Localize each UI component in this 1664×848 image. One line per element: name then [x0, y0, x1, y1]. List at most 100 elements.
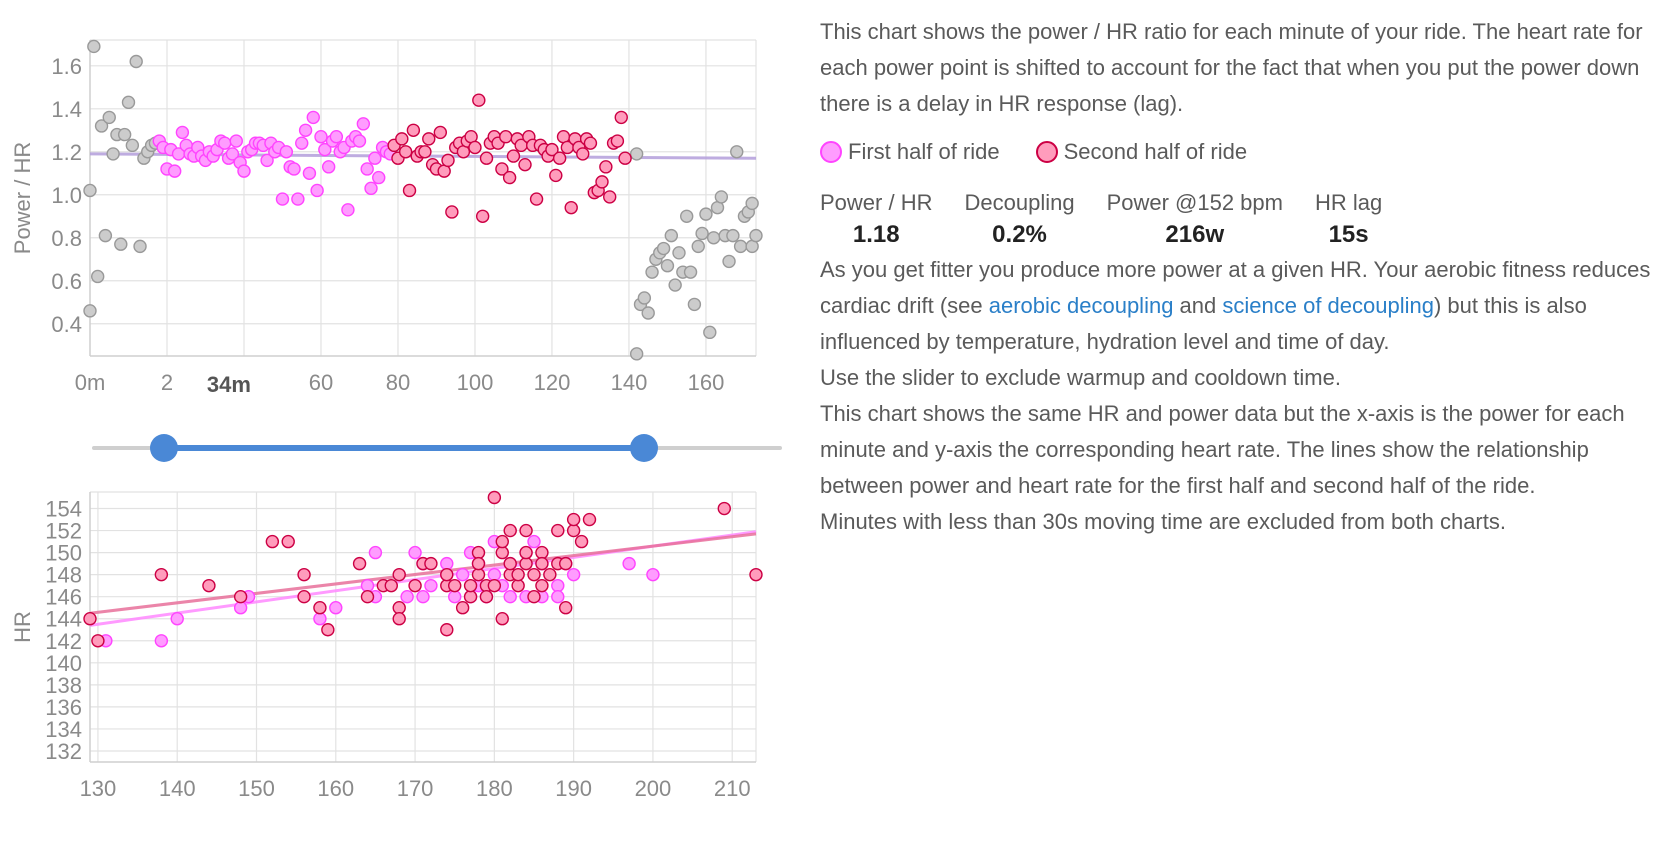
- data-point: [503, 523, 517, 538]
- stat-label: Decoupling: [964, 190, 1075, 215]
- y-tick-label: 142: [45, 629, 82, 654]
- data-point: [392, 612, 406, 626]
- data-point: [445, 205, 459, 219]
- data-point: [368, 151, 382, 165]
- data-point: [372, 170, 386, 185]
- y-tick-label: 1.6: [51, 54, 82, 79]
- data-point: [714, 190, 729, 204]
- data-point: [479, 151, 494, 165]
- data-point: [83, 183, 97, 198]
- x-tick-label: 210: [714, 776, 751, 801]
- data-point: [416, 589, 430, 604]
- x-tick-label: 190: [555, 776, 592, 801]
- y-tick-label: 152: [45, 519, 82, 544]
- data-point: [356, 117, 371, 131]
- y-tick-label: 146: [45, 585, 82, 610]
- data-point: [87, 39, 101, 54]
- data-point: [398, 145, 413, 159]
- data-point: [622, 556, 636, 571]
- data-point: [306, 110, 320, 125]
- stat-label: Power @152 bpm: [1106, 190, 1283, 215]
- data-point: [535, 545, 549, 560]
- stat-value: 216w: [1165, 221, 1225, 248]
- y-tick-label: 144: [45, 607, 82, 632]
- y-axis-title: HR: [10, 611, 35, 643]
- stat-hr-lag: HR lag 15s: [1315, 188, 1382, 252]
- data-point: [564, 200, 578, 215]
- data-point: [121, 95, 136, 110]
- fitness-text-part: and: [1173, 293, 1223, 318]
- data-point: [295, 136, 309, 150]
- data-point: [422, 132, 436, 146]
- hr-chart-description: This chart shows the same HR and power d…: [820, 401, 1625, 498]
- data-point: [368, 545, 383, 560]
- y-tick-label: 0.4: [51, 312, 82, 337]
- data-point: [703, 325, 717, 340]
- intro-text: This chart shows the power / HR ratio fo…: [820, 19, 1643, 116]
- data-point: [656, 241, 671, 256]
- data-point: [595, 175, 609, 189]
- data-point: [352, 556, 367, 571]
- data-point: [352, 134, 367, 148]
- x-origin-label: 0m: [75, 370, 106, 395]
- data-point: [726, 228, 740, 243]
- data-point: [455, 567, 470, 582]
- data-point: [527, 589, 541, 604]
- legend-second-half-label: Second half of ride: [1063, 139, 1248, 164]
- data-point: [91, 634, 105, 648]
- data-point: [440, 567, 454, 582]
- data-point: [518, 157, 532, 172]
- data-point: [448, 589, 462, 604]
- data-point: [260, 153, 274, 168]
- data-point: [318, 142, 332, 157]
- data-point: [503, 589, 517, 604]
- data-point: [392, 567, 406, 582]
- data-point: [506, 149, 521, 163]
- data-point: [599, 160, 613, 174]
- x-tick-label: 60: [309, 370, 333, 395]
- y-axis-title: Power / HR: [10, 142, 35, 254]
- data-point: [527, 534, 541, 549]
- data-point: [83, 612, 97, 626]
- data-point: [646, 567, 660, 582]
- data-point: [468, 140, 482, 155]
- y-tick-label: 136: [45, 695, 82, 720]
- data-point: [167, 164, 182, 178]
- data-point: [463, 589, 478, 604]
- fitness-text: As you get fitter you produce more power…: [820, 252, 1652, 360]
- x-tick-label: 150: [238, 776, 275, 801]
- data-point: [527, 567, 541, 582]
- data-point: [400, 589, 414, 604]
- data-point: [583, 136, 598, 150]
- stat-value: 1.18: [852, 221, 900, 248]
- science-of-decoupling-link[interactable]: science of decoupling: [1222, 293, 1434, 318]
- data-point: [672, 246, 686, 260]
- data-point: [511, 567, 525, 582]
- slider-hint-text: Use the slider to exclude warmup and coo…: [820, 365, 1341, 390]
- data-point: [117, 127, 132, 142]
- time-range-slider[interactable]: [92, 424, 782, 474]
- data-point: [424, 556, 438, 571]
- y-tick-label: 0.8: [51, 226, 82, 251]
- data-point: [297, 567, 311, 582]
- data-point: [360, 589, 375, 604]
- data-point: [154, 567, 169, 582]
- data-point: [408, 578, 422, 593]
- slider-end-handle[interactable]: [630, 434, 658, 462]
- data-point: [641, 306, 655, 320]
- data-point: [637, 291, 652, 305]
- x-tick-label: 2: [161, 370, 173, 395]
- slider-value-label: 34m: [207, 372, 251, 397]
- legend-second-half: Second half of ride: [1035, 134, 1248, 170]
- data-point: [83, 304, 97, 318]
- aerobic-decoupling-link[interactable]: aerobic decoupling: [988, 293, 1174, 318]
- data-point: [384, 578, 398, 593]
- info-panel: This chart shows the power / HR ratio fo…: [820, 14, 1652, 540]
- data-point: [302, 166, 317, 180]
- data-point: [487, 578, 502, 593]
- data-point: [668, 278, 682, 292]
- data-point: [313, 601, 327, 615]
- slider-start-handle[interactable]: [150, 434, 178, 462]
- stat-decoupling: Decoupling 0.2%: [964, 188, 1074, 252]
- data-point: [360, 578, 375, 593]
